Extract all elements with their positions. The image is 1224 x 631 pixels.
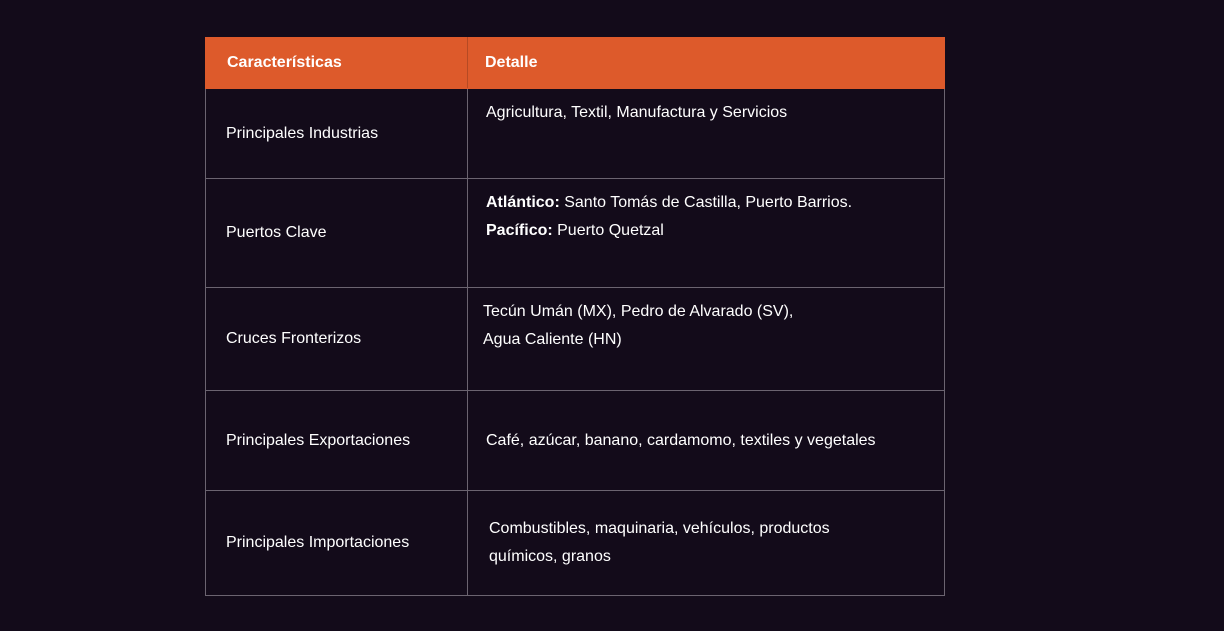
detail-cell: Café, azúcar, banano, cardamomo, textile… [467,390,945,491]
table-row: Cruces Fronterizos Tecún Umán (MX), Pedr… [205,287,945,391]
feature-cell: Principales Importaciones [205,490,468,596]
feature-cell: Principales Industrias [205,88,468,179]
feature-cell: Principales Exportaciones [205,390,468,491]
table-row: Puertos Clave Atlántico: Santo Tomás de … [205,178,945,288]
atlantic-value: Santo Tomás de Castilla, Puerto Barrios. [559,194,853,211]
detail-text: Agricultura, Textil, Manufactura y Servi… [486,104,788,121]
atlantic-label: Atlántico: [486,194,560,211]
pacific-label: Pacífico: [486,222,553,239]
detail-text: químicos, granos [489,548,611,565]
detail-text: Tecún Umán (MX), Pedro de Alvarado (SV), [483,303,794,320]
detail-text: Café, azúcar, banano, cardamomo, textile… [486,431,876,449]
header-characteristics: Características [205,37,468,89]
detail-cell: Combustibles, maquinaria, vehículos, pro… [467,490,945,596]
pacific-value: Puerto Quetzal [552,222,664,239]
table-row: Principales Exportaciones Café, azúcar, … [205,390,945,491]
feature-cell: Puertos Clave [205,178,468,288]
table-row: Principales Importaciones Combustibles, … [205,490,945,596]
detail-cell: Atlántico: Santo Tomás de Castilla, Puer… [467,178,945,288]
pacific-line: Pacífico: Puerto Quetzal [486,217,926,245]
characteristics-table: Características Detalle Principales Indu… [205,37,945,596]
detail-cell: Tecún Umán (MX), Pedro de Alvarado (SV),… [467,287,945,391]
table-header: Características Detalle [205,37,945,89]
header-detail: Detalle [467,37,945,89]
detail-text: Agua Caliente (HN) [483,331,622,348]
detail-text: Combustibles, maquinaria, vehículos, pro… [489,520,830,537]
detail-cell: Agricultura, Textil, Manufactura y Servi… [467,88,945,179]
table-body: Principales Industrias Agricultura, Text… [205,88,945,596]
table-row: Principales Industrias Agricultura, Text… [205,88,945,179]
atlantic-line: Atlántico: Santo Tomás de Castilla, Puer… [486,189,926,217]
feature-cell: Cruces Fronterizos [205,287,468,391]
header-row: Características Detalle [205,37,945,89]
